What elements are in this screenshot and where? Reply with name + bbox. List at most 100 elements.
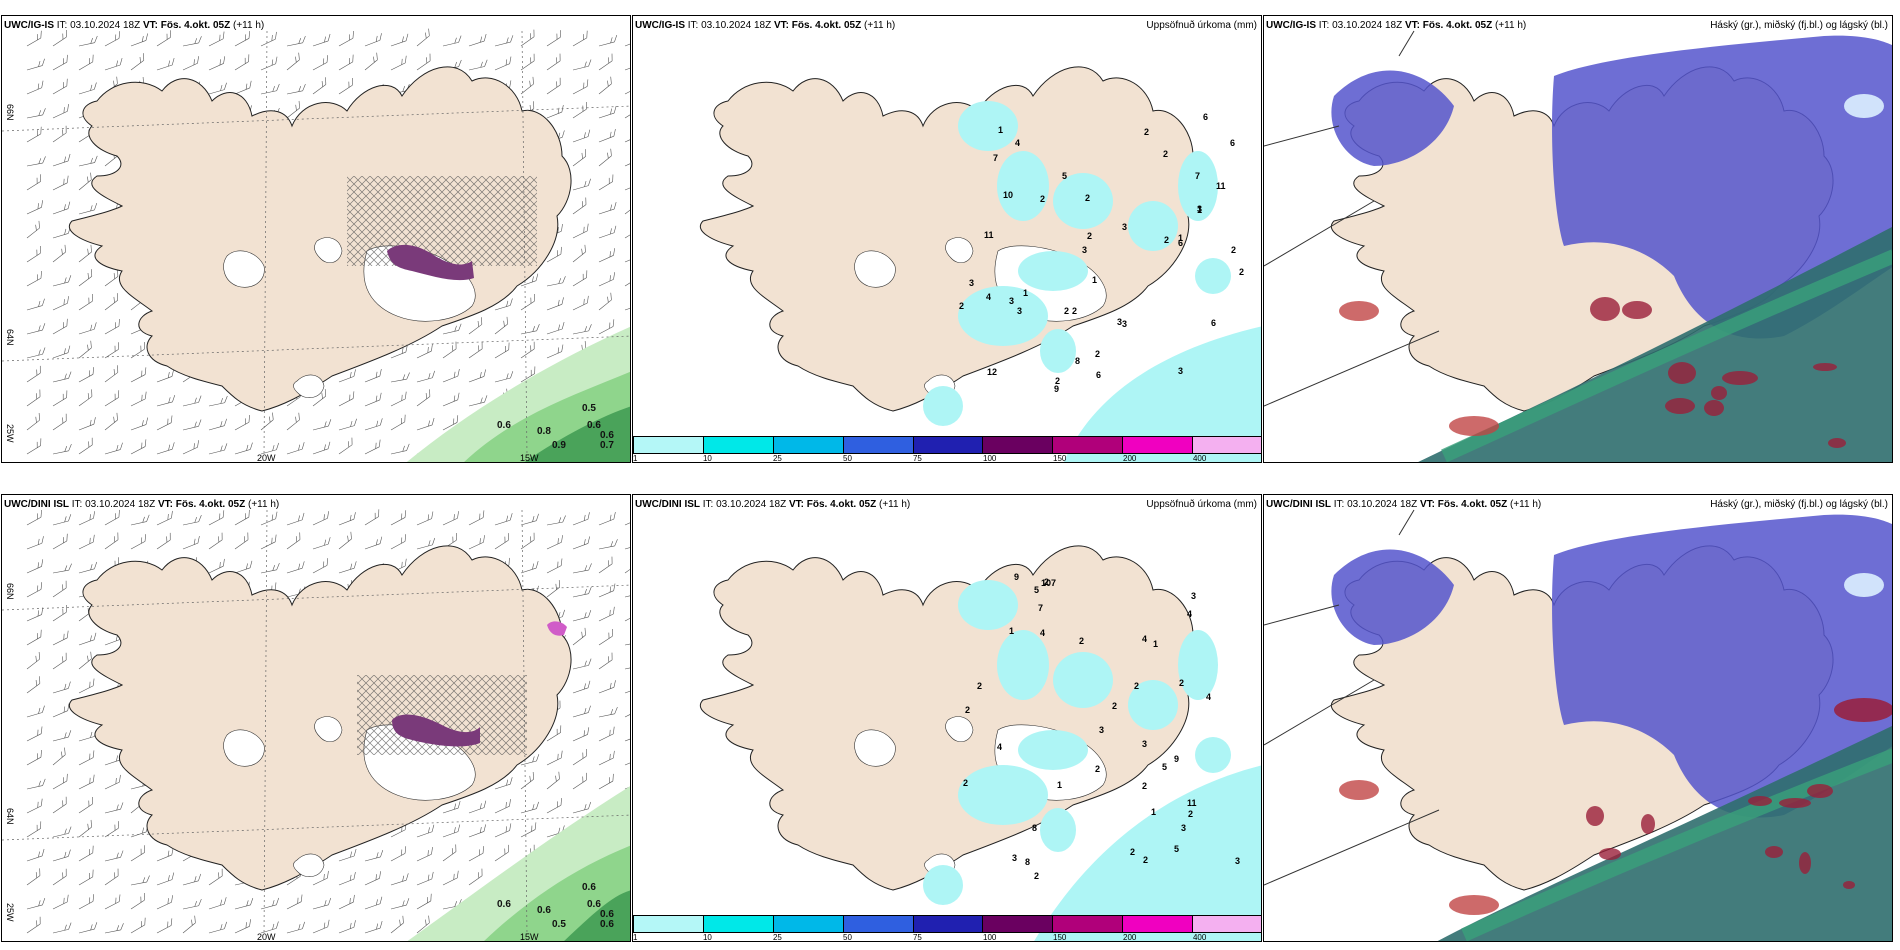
wind-barb (156, 510, 173, 526)
precip-value-label: 2 (1164, 235, 1169, 245)
wind-barb (52, 244, 66, 263)
wind-barb (182, 440, 199, 455)
wind-barb (52, 78, 68, 95)
wind-barb (52, 275, 72, 287)
wind-barb (624, 709, 630, 718)
precip-value-label: 2 (1095, 349, 1100, 359)
wind-barb (364, 439, 381, 455)
colorbar-swatch (913, 437, 984, 453)
wind-barb (416, 389, 431, 407)
wind-barb (468, 395, 488, 407)
wind-barb (260, 83, 280, 95)
wind-barb (234, 919, 251, 934)
colorbar-swatch (633, 916, 704, 932)
precip-value-label: 12 (987, 367, 997, 377)
precip-area (923, 865, 963, 905)
wind-barb (624, 159, 630, 167)
wind-map: 0.60.6 0.60.6 0.60.5 0.6 20W 15W 66N 64N 25… (2, 509, 630, 942)
wind-barb (104, 802, 124, 814)
precip-area (1178, 151, 1218, 221)
colorbar-label: 400 (1192, 933, 1207, 942)
wind-barb (26, 798, 43, 814)
wind-barb (624, 255, 630, 263)
wind-barb (78, 389, 93, 407)
precip-value-label: 2 (1085, 193, 1090, 203)
wind-barb (624, 687, 630, 694)
wind-barb (520, 324, 540, 335)
wind-barb (598, 248, 615, 263)
wind-barb (468, 59, 488, 71)
wind-barb (312, 77, 327, 95)
wind-barb (624, 665, 630, 670)
cloud-spot (1722, 371, 1758, 385)
wind-barb (156, 895, 173, 910)
precip-value-label: 3 (1122, 222, 1127, 232)
lat-label-25w: 25W (5, 903, 15, 922)
graticule-line (521, 30, 528, 457)
precip-value-label: 3 (1122, 319, 1127, 329)
wind-barb (598, 225, 617, 239)
wind-barb (52, 563, 72, 574)
wind-barb (26, 126, 42, 143)
wind-barb (52, 747, 66, 766)
wind-barb (104, 774, 121, 790)
wind-barb (78, 869, 94, 886)
frame-line (1264, 604, 1340, 626)
precip-value-label: 3 (1191, 591, 1196, 601)
wind-barb (520, 513, 539, 526)
magenta-area (547, 621, 567, 636)
wind-barb (546, 77, 561, 95)
wind-value-label: 0.9 (552, 440, 566, 451)
colorbar-swatch (843, 916, 914, 932)
wind-barb (416, 537, 436, 550)
wind-barb (260, 56, 278, 71)
high-cloud-area (1552, 514, 1892, 818)
wind-barb (598, 556, 613, 574)
precip-value-label: 3 (1082, 245, 1087, 255)
wind-barb (364, 509, 380, 526)
wind-barb (312, 511, 329, 526)
wind-barb (26, 848, 45, 862)
precip-colorbar: 1 10 25 50 75 100 150 200 400 (633, 915, 1261, 941)
colorbar-swatch (1193, 437, 1261, 453)
panel-title: Uppsöfnuð úrkoma (mm) (1146, 499, 1257, 510)
precip-value-label: 2 (965, 705, 970, 715)
wind-barb (546, 30, 561, 47)
wind-barb (598, 76, 612, 95)
wind-barb (286, 442, 305, 455)
wind-barb (26, 389, 41, 407)
precip-value-label: 9 (1174, 754, 1179, 764)
precip-area (923, 386, 963, 426)
panel-precip-dini: UWC/DINI ISL IT: 03.10.2024 18Z VT: Fös.… (632, 494, 1262, 942)
wind-barb (26, 726, 43, 742)
wind-barb (598, 272, 615, 287)
wind-barb (156, 847, 174, 862)
precip-area (997, 151, 1049, 221)
wind-barb (572, 59, 592, 71)
wind-barb (338, 531, 352, 550)
wind-barb (572, 627, 586, 646)
wind-barb (598, 148, 612, 167)
precip-area (1040, 329, 1076, 373)
wind-barb (442, 341, 457, 359)
wind-barb (104, 532, 119, 550)
wind-barb (130, 391, 147, 407)
wind-barb (546, 344, 564, 359)
wind-barb (572, 178, 591, 191)
precip-value-label: 6 (1230, 138, 1235, 148)
wind-barb (52, 444, 72, 455)
colorbar-label: 100 (983, 933, 997, 942)
wind-barb (26, 821, 42, 838)
colorbar-swatches (633, 915, 1261, 933)
lon-label-15w: 15W (520, 932, 539, 942)
precip-area (958, 765, 1048, 825)
wind-barb (468, 535, 485, 550)
precip-area (958, 286, 1048, 346)
wind-barb (442, 392, 460, 407)
wind-barb (494, 513, 513, 526)
wind-barb (156, 532, 171, 550)
wind-barb (572, 129, 591, 143)
panel-header: UWC/IG-IS IT: 03.10.2024 18Z VT: Fös. 4.… (635, 20, 896, 31)
wind-barb (52, 894, 69, 910)
wind-barb (572, 772, 587, 790)
